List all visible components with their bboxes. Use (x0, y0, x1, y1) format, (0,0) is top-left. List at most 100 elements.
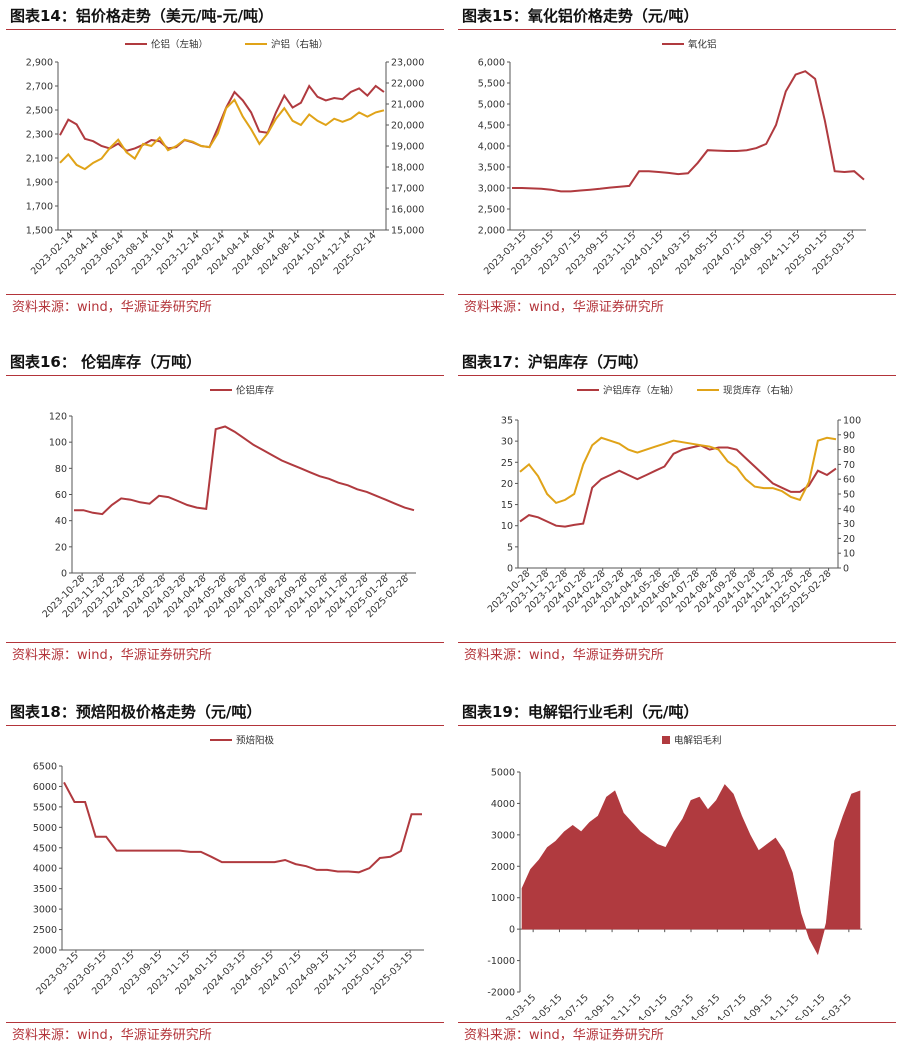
series-line (512, 70, 865, 193)
y-tick-label-right: 16,000 (391, 205, 424, 216)
legend-label: 伦铝库存 (236, 385, 275, 397)
legend-swatch (662, 736, 670, 744)
y-tick-label-left: 1,900 (26, 178, 53, 189)
legend: 氧化铝 (662, 39, 717, 51)
y-tick-label-left: 2000 (33, 946, 57, 957)
axes: 2000 2500 3000 3500 4000 4500 5000 5500 6000 6500… (33, 762, 424, 997)
chart-title: 图表15：氧化铝价格走势（元/吨） (458, 2, 896, 30)
legend: 电解铝毛利 (662, 735, 722, 747)
y-tick-label-right: 10 (843, 549, 855, 560)
chart-title: 图表17：沪铝库存（万吨） (458, 348, 896, 376)
y-tick-label-left: 30 (501, 437, 513, 448)
legend: 伦铝（左轴） 沪铝（右轴） (125, 39, 328, 51)
y-tick-label-left: 6000 (33, 782, 57, 793)
chart-title: 图表14：铝价格走势（美元/吨-元/吨） (6, 2, 444, 30)
chart-fig17: 0510152025303501020304050607080901002023… (486, 385, 861, 616)
y-tick-label-left: 2,500 (478, 205, 505, 216)
chart-title: 图表16： 伦铝库存（万吨） (6, 348, 444, 376)
y-tick-label-left: 5000 (33, 823, 57, 834)
y-tick-label-right: 100 (843, 416, 861, 427)
y-tick-label-left: 5500 (33, 802, 57, 813)
chart-panel-fig14: 图表14：铝价格走势（美元/吨-元/吨） 1,500 1,700 1,900 2,10… (6, 2, 444, 322)
axes: 0510152025303501020304050607080901002023… (486, 416, 861, 616)
y-tick-label-right: 80 (843, 445, 855, 456)
legend-label: 氧化铝 (688, 39, 717, 51)
y-tick-label-left: 3500 (33, 884, 57, 895)
chart-title: 图表19：电解铝行业毛利（元/吨） (458, 698, 896, 726)
y-tick-label-left: 0 (509, 925, 515, 936)
source-note: 资料来源：wind，华源证券研究所 (6, 1022, 444, 1048)
chart-fig16: 0204060801001202023-10-282023-11-282023-… (40, 385, 416, 620)
chart-fig15: 2,000 2,500 3,000 3,500 4,000 4,500 5,000 5,500… (478, 39, 866, 277)
y-tick-label-right: 18,000 (391, 163, 424, 174)
y-tick-label-right: 21,000 (391, 100, 424, 111)
y-tick-label-left: 3000 (33, 905, 57, 916)
y-tick-label-left: 2,900 (26, 58, 53, 69)
legend: 预焙阳极 (210, 735, 275, 747)
y-tick-label-right: 17,000 (391, 184, 424, 195)
y-tick-label-left: 4000 (33, 864, 57, 875)
y-tick-label-left: 2,300 (26, 130, 53, 141)
y-tick-label-left: 100 (49, 438, 67, 449)
y-tick-label-right: 20 (843, 534, 855, 545)
y-tick-label-left: 2,500 (26, 106, 53, 117)
chart-fig19: -2000-10000100020003000400050002023-03-1… (487, 735, 862, 1020)
y-tick-label-left: 4000 (491, 799, 515, 810)
source-note: 资料来源：wind，华源证券研究所 (6, 642, 444, 668)
source-note: 资料来源：wind，华源证券研究所 (6, 294, 444, 320)
y-tick-label-left: 5000 (491, 768, 515, 779)
legend-label: 沪铝（右轴） (271, 39, 328, 51)
legend: 沪铝库存（左轴） 现货库存（右轴） (577, 385, 799, 397)
chart-fig18: 2000 2500 3000 3500 4000 4500 5000 5500 6000 6500… (33, 735, 424, 997)
y-tick-label-left: 0 (507, 564, 513, 575)
y-tick-label-left: 80 (55, 464, 67, 475)
y-tick-label-left: 6500 (33, 762, 57, 773)
legend-label: 预焙阳极 (236, 735, 275, 747)
y-tick-label-right: 0 (843, 564, 849, 575)
y-tick-label-left: 4,500 (478, 121, 505, 132)
legend-label: 电解铝毛利 (674, 735, 722, 747)
source-note: 资料来源：wind，华源证券研究所 (458, 294, 896, 320)
chart-panel-fig17: 图表17：沪铝库存（万吨） 0 5 10 15 20 25 30 35 0 10 20 30 40 50 6… (458, 348, 896, 668)
y-tick-label-left: 6,000 (478, 58, 505, 69)
y-tick-label-left: 20 (55, 542, 67, 553)
y-tick-label-left: 120 (49, 412, 67, 423)
axes: 1,500 1,700 1,900 2,100 2,300 2,500 2,700 2,900… (26, 58, 424, 278)
y-tick-label-left: 1,500 (26, 226, 53, 237)
y-tick-label-left: 2,700 (26, 82, 53, 93)
legend-label: 沪铝库存（左轴） (603, 385, 679, 397)
y-tick-label-right: 90 (843, 430, 855, 441)
series-line (63, 781, 422, 874)
y-tick-label-left: 2,100 (26, 154, 53, 165)
y-tick-label-left: 4,000 (478, 142, 505, 153)
y-tick-label-right: 50 (843, 490, 855, 501)
legend-label: 现货库存（右轴） (723, 385, 799, 397)
y-tick-label-left: 2000 (491, 862, 515, 873)
y-tick-label-left: 2,000 (478, 226, 505, 237)
y-tick-label-left: 25 (501, 458, 513, 469)
y-tick-label-right: 23,000 (391, 58, 424, 69)
y-tick-label-left: 0 (61, 569, 67, 580)
series-line (74, 425, 415, 516)
chart-panel-fig19: 图表19：电解铝行业毛利（元/吨） -2000 -1000 0 1000 2000 300… (458, 698, 896, 1050)
y-tick-label-right: 30 (843, 519, 855, 530)
series-area (521, 784, 861, 956)
y-tick-label-left: 1,700 (26, 202, 53, 213)
y-tick-label-left: 5 (507, 542, 513, 553)
axes: 2,000 2,500 3,000 3,500 4,000 4,500 5,000 5,500… (478, 58, 866, 277)
y-tick-label-left: 5,000 (478, 100, 505, 111)
y-tick-label-right: 60 (843, 475, 855, 486)
y-tick-label-left: 5,500 (478, 79, 505, 90)
y-tick-label-right: 15,000 (391, 226, 424, 237)
y-tick-label-right: 40 (843, 504, 855, 515)
y-tick-label-left: 15 (501, 500, 513, 511)
y-tick-label-left: 1000 (491, 893, 515, 904)
series-line (519, 436, 837, 505)
series-line (519, 444, 837, 528)
y-tick-label-left: 3,000 (478, 184, 505, 195)
y-tick-label-left: 3000 (491, 830, 515, 841)
y-tick-label-left: 20 (501, 479, 513, 490)
chart-fig14: 1,500 1,700 1,900 2,100 2,300 2,500 2,700 2,900… (26, 39, 424, 278)
legend-label: 伦铝（左轴） (151, 39, 208, 51)
series-line (59, 98, 385, 171)
